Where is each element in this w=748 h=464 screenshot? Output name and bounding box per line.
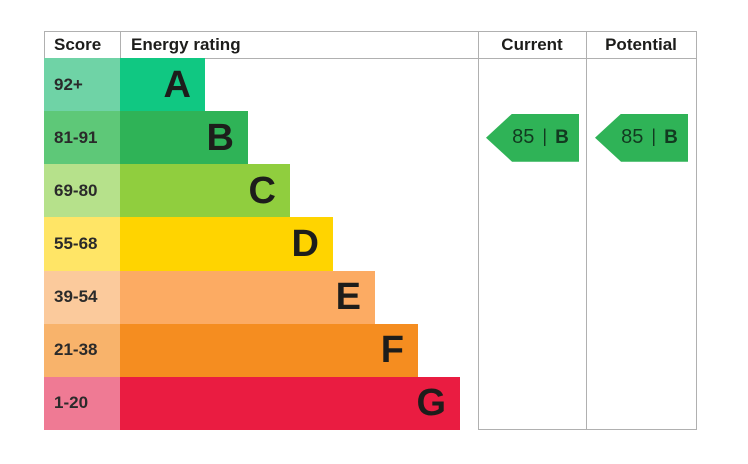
potential-column-right-border [696,31,697,430]
rating-bands: 92+ A 81-91 B 69-80 C 55-68 D 39-54 E 21-38 F 1-20 G [44,58,478,430]
current-rating-arrow: 85 | B [486,113,579,162]
current-column-right-border [586,31,587,430]
score-column-divider [120,31,121,58]
score-range: 39-54 [44,270,120,324]
potential-rating-arrow-grade: B [664,126,678,148]
rating-row-g: 1-20 G [44,376,478,430]
potential-rating-arrow-slot: 85 | B [587,113,696,162]
table-top-border [44,31,696,32]
potential-rating-arrow-separator: | [651,126,657,147]
rating-row-a: 92+ A [44,58,478,112]
potential-rating-arrow-value: 85 [621,126,644,149]
header-score: Score [54,34,102,54]
header-current: Current [501,34,563,54]
rating-bar-f: F [120,323,418,377]
score-range: 1-20 [44,376,120,430]
rating-row-d: 55-68 D [44,217,478,271]
current-rating-arrow-slot: 85 | B [479,113,586,162]
header-bottom-border [44,58,696,59]
score-range: 69-80 [44,164,120,218]
rating-bar-a: A [120,58,205,112]
current-rating-arrow-grade: B [555,126,569,148]
potential-rating-arrow: 85 | B [595,113,688,162]
score-range: 21-38 [44,323,120,377]
rating-row-f: 21-38 F [44,323,478,377]
header-energy-rating: Energy rating [131,34,241,54]
rating-bar-d: D [120,217,333,271]
rating-bar-b: B [120,111,248,165]
rating-row-c: 69-80 C [44,164,478,218]
current-rating-arrow-value: 85 [512,126,535,149]
score-range: 92+ [44,58,120,112]
rating-bar-c: C [120,164,290,218]
score-range: 81-91 [44,111,120,165]
rating-row-e: 39-54 E [44,270,478,324]
rating-bar-g: G [120,376,460,430]
header-potential: Potential [605,34,677,54]
header-left-border [44,31,45,58]
rating-row-b: 81-91 B [44,111,478,165]
table-bottom-border [478,429,697,430]
current-column-left-border [478,31,479,430]
score-range: 55-68 [44,217,120,271]
current-rating-arrow-separator: | [542,126,548,147]
rating-bar-e: E [120,270,375,324]
